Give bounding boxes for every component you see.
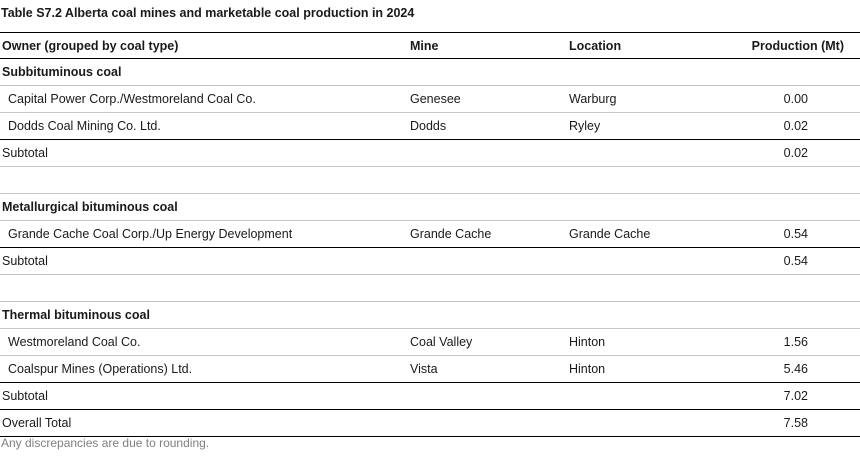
group-title: Thermal bituminous coal bbox=[2, 308, 150, 322]
footnote: Any discrepancies are due to rounding. bbox=[1, 436, 210, 450]
table-header-row: Owner (grouped by coal type) Mine Locati… bbox=[0, 32, 860, 59]
subtotal-value: 7.02 bbox=[783, 389, 808, 403]
production-cell: 1.56 bbox=[783, 335, 808, 349]
production-cell: 0.02 bbox=[783, 119, 808, 133]
owner-cell: Westmoreland Coal Co. bbox=[8, 335, 141, 349]
header-mine: Mine bbox=[410, 39, 439, 53]
group-title-row: Metallurgical bituminous coal bbox=[0, 194, 860, 221]
owner-cell: Capital Power Corp./Westmoreland Coal Co… bbox=[8, 92, 256, 106]
mine-cell: Coal Valley bbox=[410, 335, 473, 349]
subtotal-value: 0.54 bbox=[783, 254, 808, 268]
spacer-row bbox=[0, 275, 860, 302]
table-title: Table S7.2 Alberta coal mines and market… bbox=[1, 6, 415, 20]
mine-cell: Genesee bbox=[410, 92, 461, 106]
subtotal-row: Subtotal 0.54 bbox=[0, 248, 860, 275]
group-title-row: Subbituminous coal bbox=[0, 59, 860, 86]
subtotal-label: Subtotal bbox=[2, 254, 48, 268]
table-row: Grande Cache Coal Corp./Up Energy Develo… bbox=[0, 221, 860, 248]
owner-cell: Coalspur Mines (Operations) Ltd. bbox=[8, 362, 193, 376]
group-title: Subbituminous coal bbox=[2, 65, 122, 79]
header-production: Production (Mt) bbox=[751, 39, 844, 53]
overall-total-label: Overall Total bbox=[2, 416, 72, 430]
owner-cell: Dodds Coal Mining Co. Ltd. bbox=[8, 119, 161, 133]
group-title: Metallurgical bituminous coal bbox=[2, 200, 178, 214]
spacer-row bbox=[0, 167, 860, 194]
header-location: Location bbox=[569, 39, 622, 53]
location-cell: Grande Cache bbox=[569, 227, 651, 241]
overall-total-row: Overall Total 7.58 bbox=[0, 410, 860, 437]
coal-production-table: Owner (grouped by coal type) Mine Locati… bbox=[0, 32, 860, 437]
location-cell: Hinton bbox=[569, 335, 606, 349]
production-cell: 5.46 bbox=[783, 362, 808, 376]
group-title-row: Thermal bituminous coal bbox=[0, 302, 860, 329]
subtotal-label: Subtotal bbox=[2, 389, 48, 403]
subtotal-row: Subtotal 7.02 bbox=[0, 383, 860, 410]
table-row: Capital Power Corp./Westmoreland Coal Co… bbox=[0, 86, 860, 113]
production-cell: 0.54 bbox=[783, 227, 808, 241]
overall-total-value: 7.58 bbox=[783, 416, 808, 430]
subtotal-label: Subtotal bbox=[2, 146, 48, 160]
location-cell: Hinton bbox=[569, 362, 606, 376]
subtotal-row: Subtotal 0.02 bbox=[0, 140, 860, 167]
mine-cell: Grande Cache bbox=[410, 227, 492, 241]
location-cell: Warburg bbox=[569, 92, 617, 106]
header-owner: Owner (grouped by coal type) bbox=[2, 39, 179, 53]
mine-cell: Vista bbox=[410, 362, 438, 376]
location-cell: Ryley bbox=[569, 119, 601, 133]
table-row: Dodds Coal Mining Co. Ltd. Dodds Ryley 0… bbox=[0, 113, 860, 140]
table-row: Westmoreland Coal Co. Coal Valley Hinton… bbox=[0, 329, 860, 356]
mine-cell: Dodds bbox=[410, 119, 447, 133]
subtotal-value: 0.02 bbox=[783, 146, 808, 160]
production-cell: 0.00 bbox=[783, 92, 808, 106]
owner-cell: Grande Cache Coal Corp./Up Energy Develo… bbox=[8, 227, 293, 241]
table-row: Coalspur Mines (Operations) Ltd. Vista H… bbox=[0, 356, 860, 383]
